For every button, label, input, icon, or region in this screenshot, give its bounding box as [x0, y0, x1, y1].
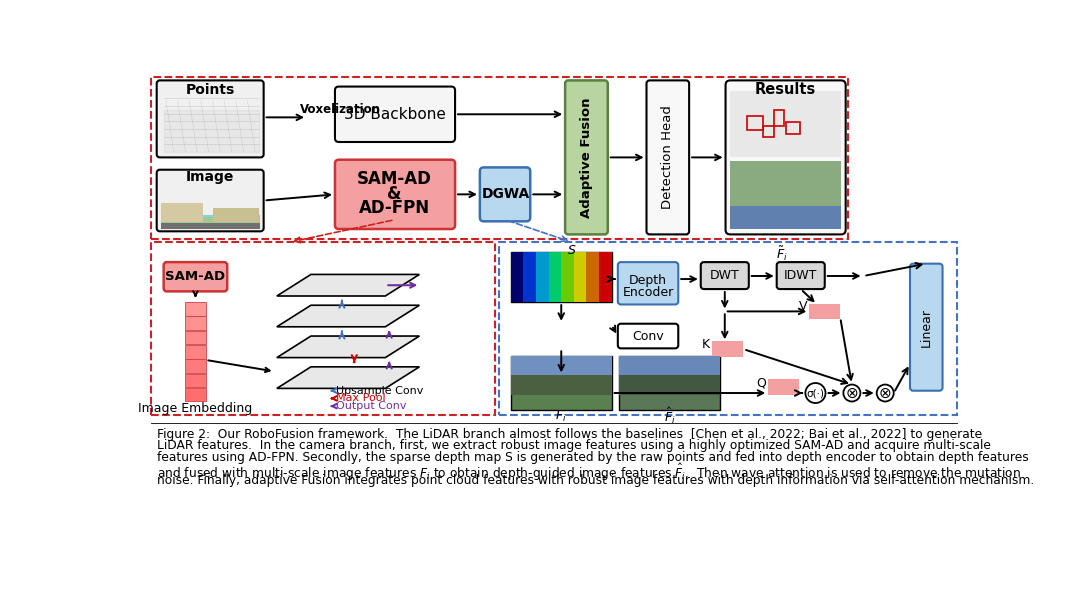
Bar — [186, 359, 205, 373]
Text: Adaptive Fusion: Adaptive Fusion — [580, 97, 593, 218]
Text: K: K — [701, 338, 710, 351]
Bar — [730, 91, 841, 157]
Bar — [186, 302, 205, 315]
Text: Results: Results — [755, 82, 815, 97]
Bar — [161, 223, 260, 229]
FancyBboxPatch shape — [157, 81, 264, 157]
Bar — [161, 215, 260, 229]
Bar — [536, 252, 549, 302]
Text: 3D Backbone: 3D Backbone — [343, 107, 446, 122]
Text: Points: Points — [186, 82, 234, 97]
Bar — [186, 331, 205, 345]
FancyBboxPatch shape — [618, 262, 678, 304]
FancyBboxPatch shape — [335, 87, 455, 142]
Bar — [586, 252, 599, 302]
FancyBboxPatch shape — [565, 81, 608, 234]
FancyBboxPatch shape — [480, 167, 530, 221]
Polygon shape — [276, 275, 419, 296]
Bar — [786, 122, 800, 133]
Text: Linear: Linear — [920, 308, 933, 347]
Bar — [511, 356, 611, 375]
Text: $S$: $S$ — [567, 244, 576, 257]
Text: IDWT: IDWT — [784, 269, 818, 282]
Text: σ(·): σ(·) — [807, 388, 824, 398]
Text: ⊗: ⊗ — [846, 385, 859, 400]
Bar — [762, 126, 774, 138]
Text: $\tilde{F}_i$: $\tilde{F}_i$ — [777, 244, 788, 263]
Bar — [619, 356, 720, 375]
Bar — [161, 203, 203, 222]
Text: Detection Head: Detection Head — [661, 106, 674, 209]
Bar — [161, 218, 260, 225]
FancyBboxPatch shape — [335, 160, 455, 229]
Text: V: V — [799, 300, 808, 313]
FancyBboxPatch shape — [164, 262, 227, 291]
FancyBboxPatch shape — [618, 324, 678, 348]
FancyBboxPatch shape — [910, 264, 943, 391]
Bar — [511, 356, 611, 410]
Text: Image: Image — [186, 170, 234, 184]
Bar — [186, 317, 205, 330]
Bar — [730, 161, 841, 229]
Text: $\hat{F}_i$: $\hat{F}_i$ — [664, 406, 676, 426]
Bar — [150, 77, 848, 239]
Text: Max Pool: Max Pool — [337, 393, 387, 403]
Text: SAM-AD: SAM-AD — [165, 270, 226, 283]
Text: and fused with multi-scale image features $F_i$ to obtain depth-guided image fea: and fused with multi-scale image feature… — [157, 463, 1021, 483]
Bar — [186, 374, 205, 387]
Text: Upsample Conv: Upsample Conv — [337, 385, 423, 396]
Text: Figure 2:  Our RoboFusion framework.  The LiDAR branch almost follows the baseli: Figure 2: Our RoboFusion framework. The … — [157, 428, 982, 441]
Bar — [213, 208, 259, 222]
Bar — [713, 342, 743, 357]
Text: features using AD-FPN. Secondly, the sparse depth map S is generated by the raw : features using AD-FPN. Secondly, the spa… — [157, 451, 1028, 464]
Bar — [186, 345, 205, 359]
Bar — [573, 252, 586, 302]
Bar — [619, 375, 720, 394]
Text: LiDAR features.  In the camera branch, first, we extract robust image features u: LiDAR features. In the camera branch, fi… — [157, 439, 990, 452]
Text: ⊗: ⊗ — [879, 385, 892, 400]
Text: Q: Q — [756, 377, 766, 390]
FancyBboxPatch shape — [777, 262, 825, 289]
Text: $F_i$: $F_i$ — [555, 409, 567, 423]
Bar — [150, 242, 496, 415]
Bar — [186, 388, 205, 401]
Text: SAM-AD: SAM-AD — [357, 170, 432, 188]
Bar — [511, 252, 524, 302]
Bar — [599, 252, 611, 302]
Bar — [768, 379, 799, 394]
Bar — [619, 356, 720, 410]
Circle shape — [877, 384, 894, 401]
FancyBboxPatch shape — [726, 81, 846, 234]
Circle shape — [843, 384, 861, 401]
Text: AD-FPN: AD-FPN — [359, 199, 430, 217]
Text: DGWA: DGWA — [482, 187, 529, 202]
FancyBboxPatch shape — [157, 170, 264, 231]
Bar — [524, 252, 536, 302]
Polygon shape — [276, 367, 419, 388]
Bar — [774, 110, 784, 126]
Bar — [499, 242, 957, 415]
FancyBboxPatch shape — [701, 262, 748, 289]
Bar — [511, 375, 611, 394]
Text: Conv: Conv — [632, 330, 664, 343]
Text: Voxelization: Voxelization — [300, 103, 381, 116]
Bar — [809, 304, 840, 319]
Polygon shape — [276, 336, 419, 358]
Text: Image Embedding: Image Embedding — [138, 402, 253, 415]
Text: noise. Finally, adaptive Fusion integrates point cloud features with robust imag: noise. Finally, adaptive Fusion integrat… — [157, 474, 1034, 487]
Bar — [730, 206, 841, 229]
Text: Depth: Depth — [629, 274, 667, 287]
Polygon shape — [276, 305, 419, 327]
Text: Encoder: Encoder — [622, 286, 674, 299]
FancyBboxPatch shape — [647, 81, 689, 234]
Bar — [562, 252, 573, 302]
Bar — [511, 252, 611, 302]
Text: &: & — [388, 186, 402, 203]
Bar — [549, 252, 562, 302]
Text: Output Conv: Output Conv — [337, 401, 407, 411]
Bar — [747, 116, 762, 130]
Circle shape — [806, 383, 825, 403]
Text: DWT: DWT — [710, 269, 740, 282]
